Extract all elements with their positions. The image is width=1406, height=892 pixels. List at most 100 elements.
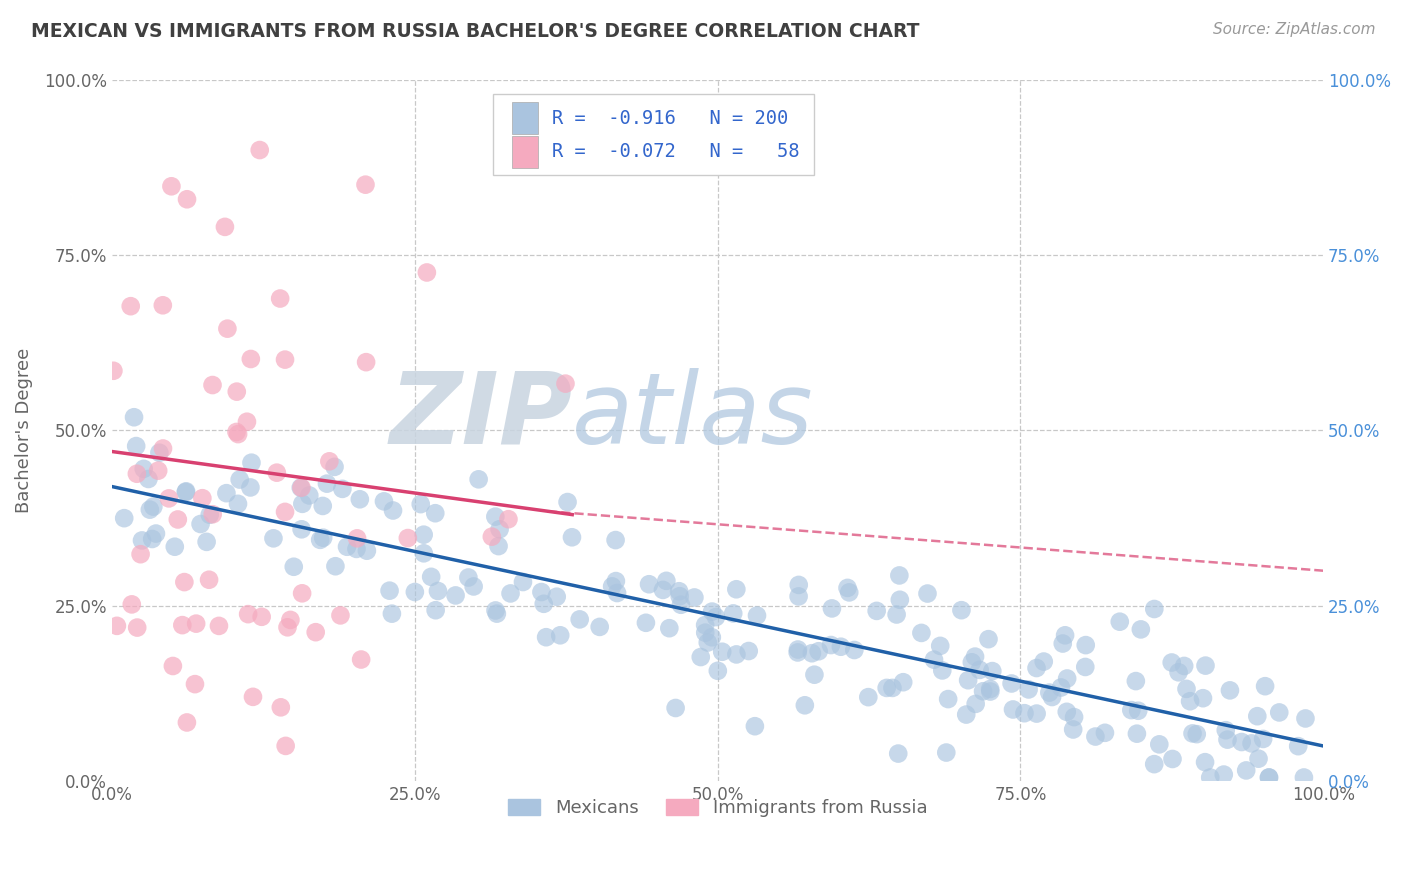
Point (929, 639, 952, 653)
Point (1025, 661, 1047, 675)
Point (745, 608, 768, 623)
Point (309, 533, 332, 547)
Point (700, 630, 723, 644)
Point (184, 677, 207, 691)
Point (262, 532, 284, 546)
Point (325, 559, 347, 574)
Point (1215, 723, 1237, 738)
Point (105, 619, 128, 633)
Point (378, 583, 401, 598)
Point (744, 719, 766, 733)
Point (707, 664, 730, 678)
Point (931, 664, 953, 678)
Point (283, 559, 305, 574)
Point (838, 585, 860, 599)
Point (148, 446, 170, 460)
Point (561, 530, 583, 544)
Point (787, 590, 810, 604)
Point (139, 502, 162, 516)
Point (704, 610, 727, 624)
Point (668, 589, 690, 603)
Point (1160, 656, 1182, 670)
Point (329, 608, 352, 623)
Point (935, 746, 957, 760)
Point (600, 579, 623, 593)
Point (226, 497, 249, 511)
Point (276, 620, 298, 634)
Point (250, 609, 273, 624)
Point (131, 533, 153, 548)
Point (409, 497, 432, 511)
Point (793, 698, 815, 713)
Point (404, 585, 426, 599)
Point (291, 497, 314, 511)
Point (1234, 764, 1257, 778)
Point (481, 530, 503, 544)
FancyBboxPatch shape (494, 94, 814, 175)
Point (638, 577, 661, 591)
Point (605, 574, 627, 588)
Point (969, 663, 991, 677)
Point (290, 481, 312, 495)
Point (695, 618, 717, 632)
Point (373, 494, 395, 508)
Point (217, 321, 239, 335)
Point (803, 667, 825, 681)
Point (190, 516, 212, 531)
Point (214, 219, 236, 234)
Point (198, 508, 221, 522)
Point (979, 684, 1001, 698)
Point (1216, 732, 1239, 747)
Point (198, 573, 221, 587)
Point (889, 568, 911, 582)
Point (1258, 771, 1281, 785)
Point (1014, 706, 1036, 721)
Point (145, 526, 167, 541)
Point (163, 540, 186, 554)
Point (1251, 731, 1274, 746)
Point (546, 590, 568, 604)
Point (1161, 752, 1184, 766)
Point (1246, 709, 1268, 723)
Point (444, 589, 467, 603)
Point (1175, 681, 1198, 696)
Point (239, 480, 262, 494)
Point (652, 582, 675, 597)
Point (605, 533, 627, 547)
Point (1062, 723, 1084, 737)
Point (1052, 636, 1074, 650)
Point (668, 584, 690, 599)
Point (346, 532, 368, 546)
Y-axis label: Bachelor's Degree: Bachelor's Degree (15, 348, 32, 513)
Point (291, 586, 314, 600)
Point (700, 605, 723, 619)
Point (488, 522, 510, 536)
Point (420, 570, 443, 584)
Point (981, 664, 1004, 678)
Point (1125, 674, 1147, 689)
Point (568, 612, 591, 626)
Point (1108, 615, 1130, 629)
Point (977, 632, 1000, 647)
Point (887, 747, 910, 761)
Point (381, 607, 404, 621)
Point (148, 464, 170, 478)
Point (844, 643, 866, 657)
Point (129, 547, 152, 561)
Point (950, 603, 973, 617)
Point (425, 603, 447, 617)
Point (125, 439, 148, 453)
Point (1056, 672, 1078, 686)
Point (236, 607, 259, 621)
Point (554, 376, 576, 391)
Point (103, 364, 125, 378)
Point (725, 648, 748, 662)
Legend: Mexicans, Immigrants from Russia: Mexicans, Immigrants from Russia (501, 792, 935, 824)
Point (891, 675, 914, 690)
Point (186, 616, 208, 631)
Point (274, 352, 297, 367)
Point (1194, 658, 1216, 673)
Point (316, 476, 339, 491)
Point (683, 591, 706, 605)
Text: atlas: atlas (572, 368, 814, 465)
